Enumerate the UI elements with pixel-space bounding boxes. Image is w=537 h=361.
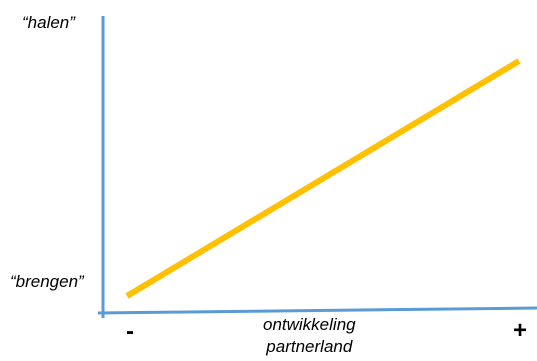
x-axis-label: ontwikkeling partnerland [263, 314, 356, 358]
x-axis-label-line1: ontwikkeling [263, 315, 356, 334]
x-axis-label-line2: partnerland [266, 337, 353, 356]
trend-line [125, 58, 521, 299]
x-axis [97, 306, 537, 315]
x-axis-max-label: + [513, 317, 528, 344]
x-axis-min-label: - [126, 318, 134, 345]
y-axis-top-label: “halen” [22, 13, 75, 32]
y-axis-bottom-label: “brengen” [10, 272, 84, 291]
